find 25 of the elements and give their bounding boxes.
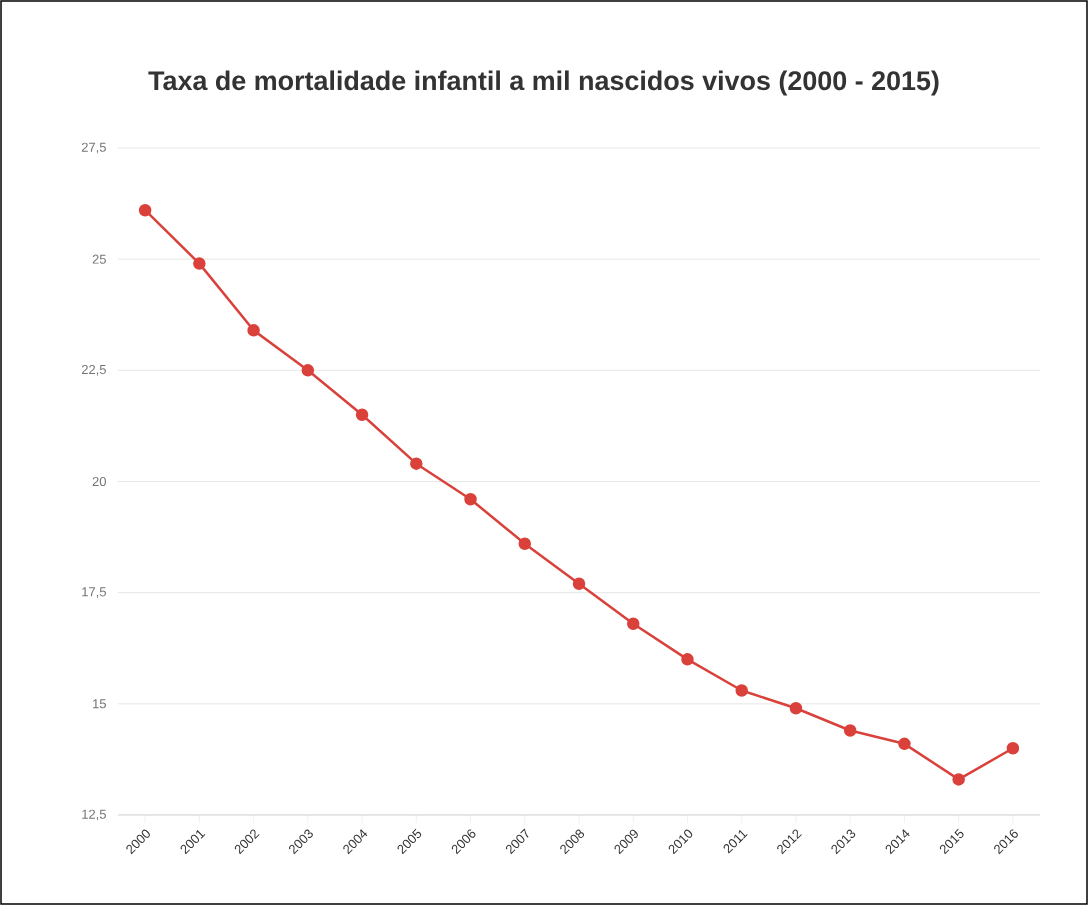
point bbox=[898, 737, 911, 751]
y-tick-label: 27,5 bbox=[81, 142, 106, 154]
point bbox=[843, 724, 857, 737]
point bbox=[789, 702, 803, 715]
y-tick-label: 15 bbox=[93, 699, 106, 709]
y-tick-label: 22,5 bbox=[81, 364, 106, 376]
point bbox=[355, 408, 369, 422]
point bbox=[247, 324, 260, 337]
y-tick-label: 25 bbox=[92, 254, 106, 264]
point bbox=[464, 493, 477, 506]
point bbox=[681, 653, 694, 666]
y-tick-label: 20 bbox=[92, 476, 106, 487]
point bbox=[193, 257, 206, 270]
point bbox=[572, 577, 586, 591]
point bbox=[1006, 742, 1020, 755]
point bbox=[952, 773, 965, 786]
point bbox=[410, 457, 423, 470]
y-tick-label: 17,5 bbox=[82, 587, 106, 598]
point bbox=[301, 364, 315, 377]
point bbox=[138, 203, 152, 217]
point bbox=[627, 617, 640, 631]
chart-title: Taxa de mortalidade infantil a mil nascidos vivos (2000 - 2015) bbox=[148, 70, 939, 96]
point bbox=[518, 537, 532, 550]
point bbox=[735, 684, 748, 697]
y-tick-label: 12,5 bbox=[82, 809, 106, 821]
